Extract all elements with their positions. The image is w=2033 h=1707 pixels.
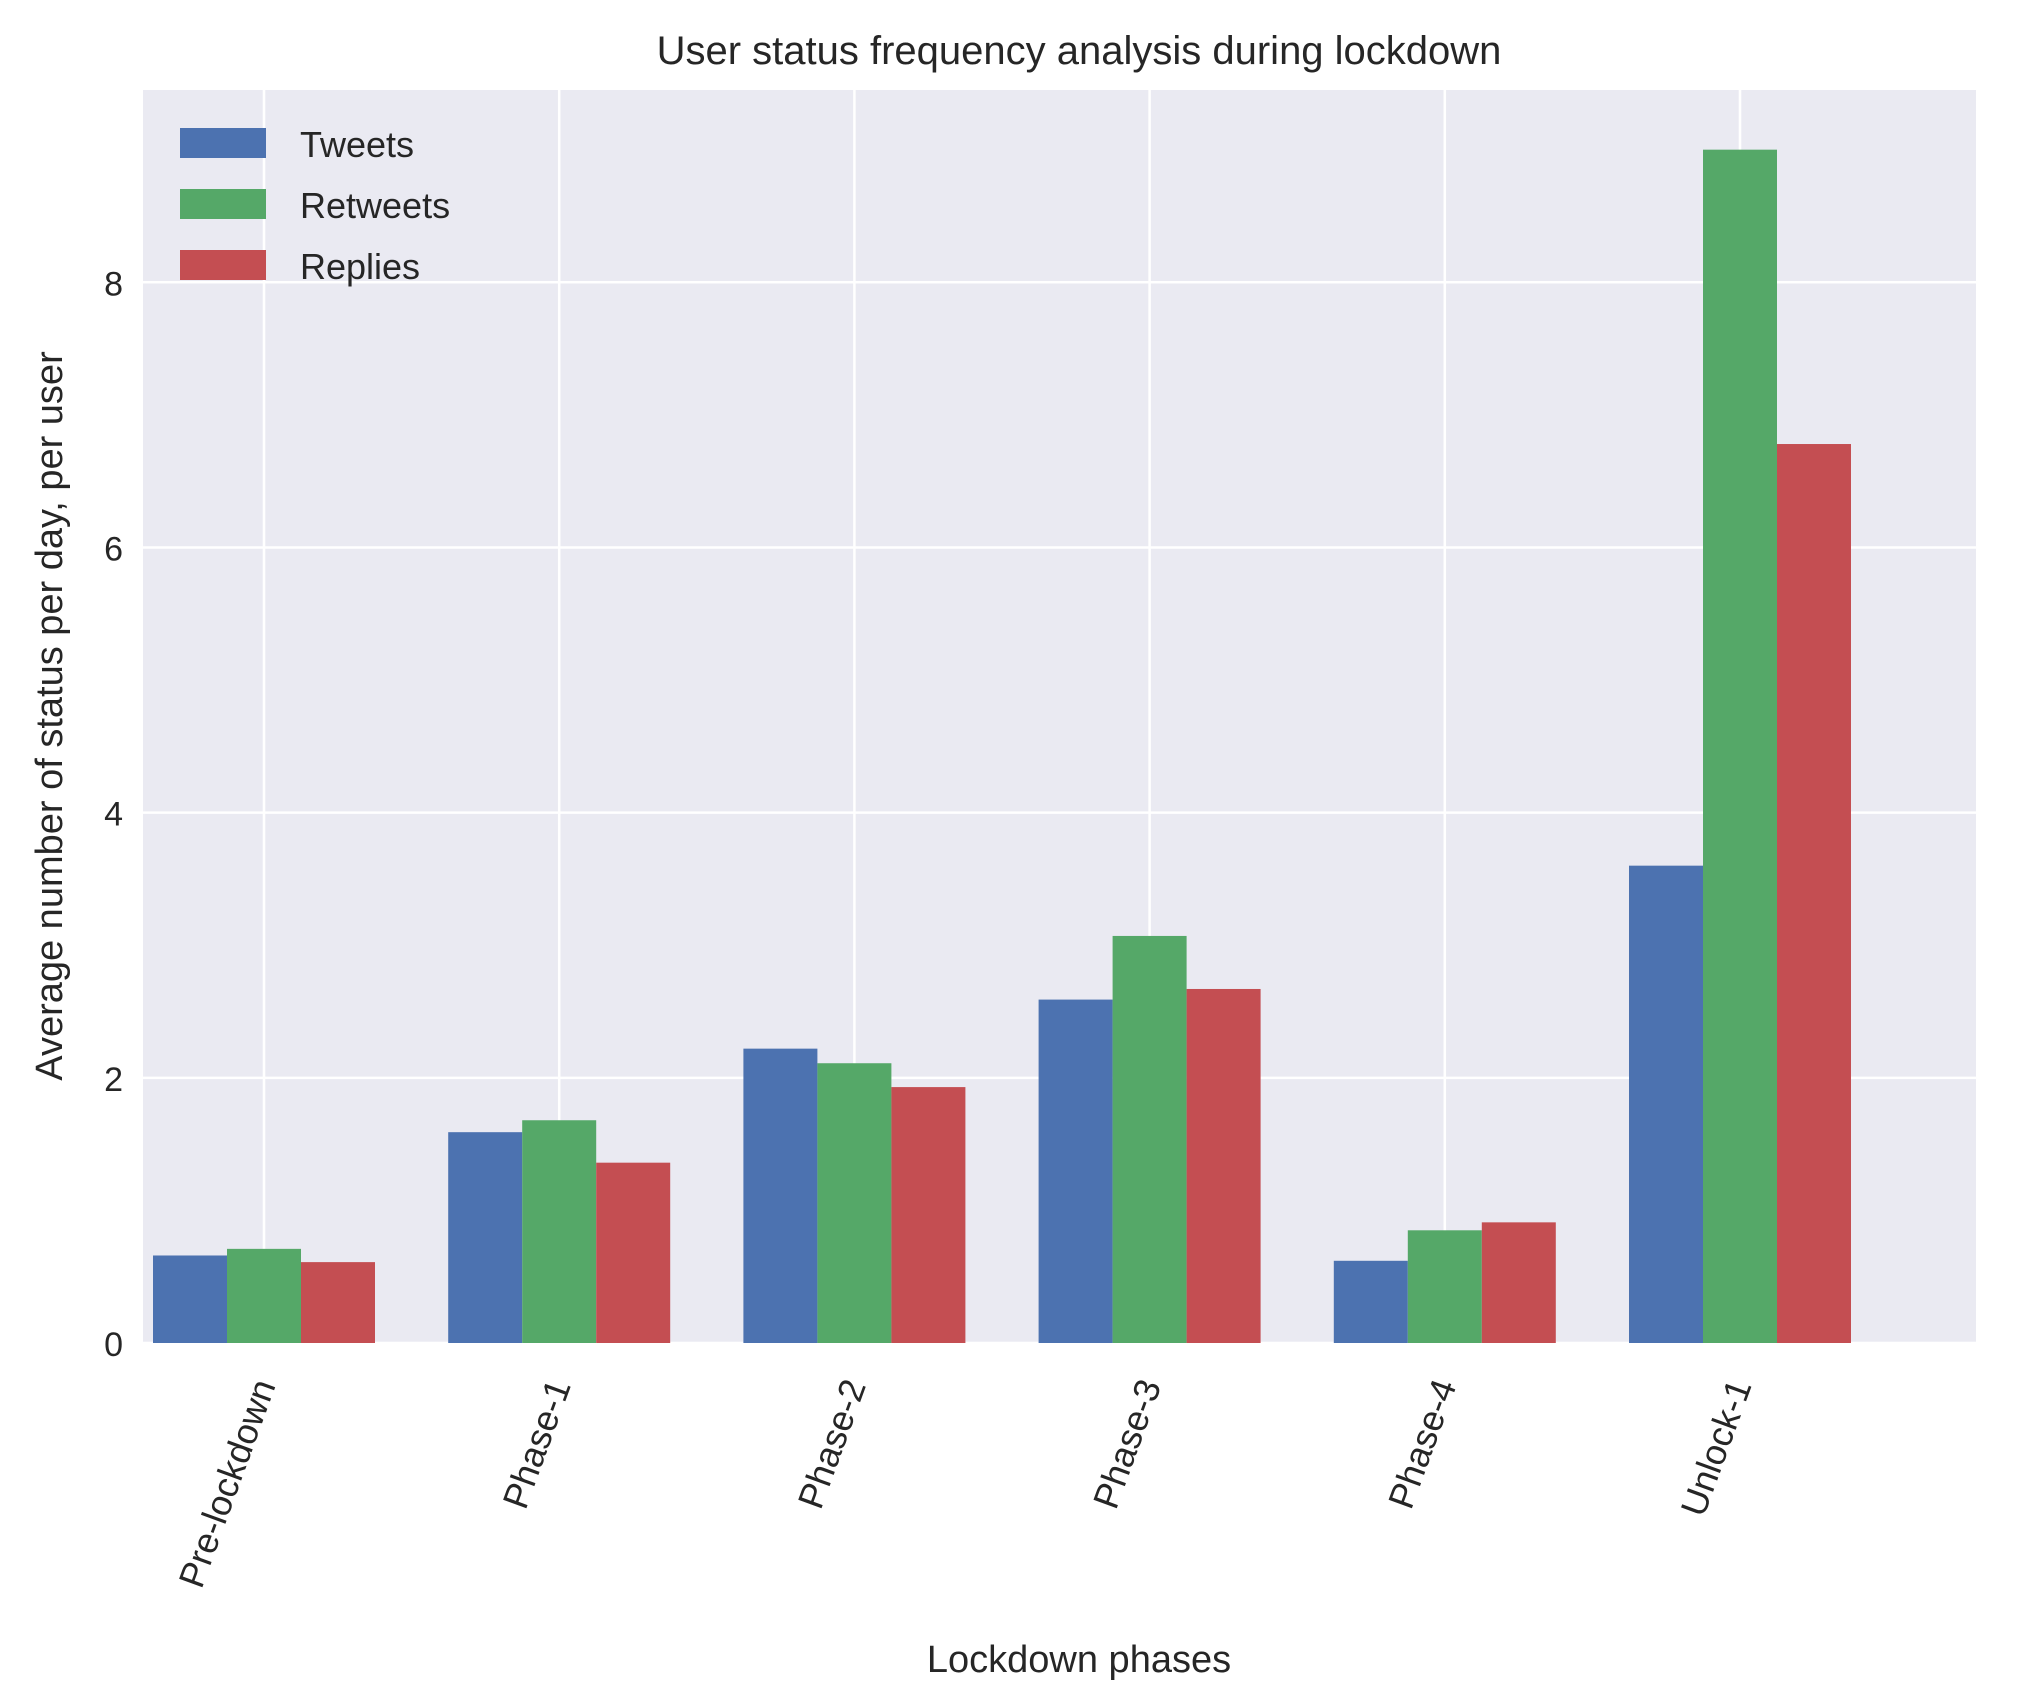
bar-replies-pre-lockdown: [301, 1262, 375, 1343]
x-tick-label: Phase-2: [790, 1374, 874, 1514]
x-tick-label: Phase-4: [1380, 1374, 1464, 1514]
chart-title: User status frequency analysis during lo…: [657, 29, 1502, 73]
bar-retweets-pre-lockdown: [227, 1248, 301, 1343]
y-axis-label: Average number of status per day, per us…: [29, 351, 71, 1081]
legend-swatch-retweets: [180, 189, 266, 219]
y-tick-label: 0: [104, 1326, 123, 1364]
bar-replies-phase-2: [891, 1087, 966, 1343]
x-tick-label: Phase-3: [1085, 1374, 1169, 1514]
x-tick-label: Unlock-1: [1672, 1374, 1759, 1522]
bar-tweets-phase-3: [1038, 999, 1113, 1343]
bar-tweets-phase-2: [743, 1048, 818, 1343]
y-tick-label: 2: [104, 1061, 123, 1099]
legend: Tweets Retweets Replies: [180, 124, 450, 287]
x-tick-label: Pre-lockdown: [170, 1374, 283, 1593]
bar-replies-unlock-1: [1777, 444, 1851, 1343]
y-tick-label: 8: [104, 265, 123, 303]
bar-replies-phase-4: [1481, 1222, 1556, 1343]
bar-retweets-phase-1: [522, 1120, 597, 1343]
bars: [153, 149, 1851, 1344]
bar-tweets-phase-1: [448, 1132, 523, 1343]
y-tick-label: 6: [104, 530, 123, 568]
bar-tweets-pre-lockdown: [153, 1255, 227, 1343]
legend-swatch-tweets: [180, 128, 266, 158]
bar-replies-phase-3: [1186, 988, 1261, 1343]
legend-label-retweets: Retweets: [300, 185, 450, 226]
bar-retweets-phase-3: [1112, 935, 1187, 1343]
bar-replies-phase-1: [596, 1162, 671, 1343]
bar-retweets-phase-2: [817, 1063, 892, 1343]
x-tick-labels: Pre-lockdown Phase-1 Phase-2 Phase-3 Phase-4…: [170, 1374, 1759, 1593]
legend-swatch-replies: [180, 250, 266, 280]
legend-label-tweets: Tweets: [300, 124, 414, 165]
bar-tweets-unlock-1: [1629, 865, 1703, 1343]
legend-label-replies: Replies: [300, 246, 420, 287]
bar-tweets-phase-4: [1333, 1260, 1408, 1343]
x-tick-label: Phase-1: [494, 1374, 578, 1514]
y-tick-label: 4: [104, 796, 123, 834]
y-tick-labels: 0 2 4 6 8: [104, 265, 123, 1364]
bar-retweets-unlock-1: [1703, 149, 1777, 1344]
bar-retweets-phase-4: [1407, 1230, 1482, 1343]
x-axis-label: Lockdown phases: [927, 1639, 1231, 1681]
